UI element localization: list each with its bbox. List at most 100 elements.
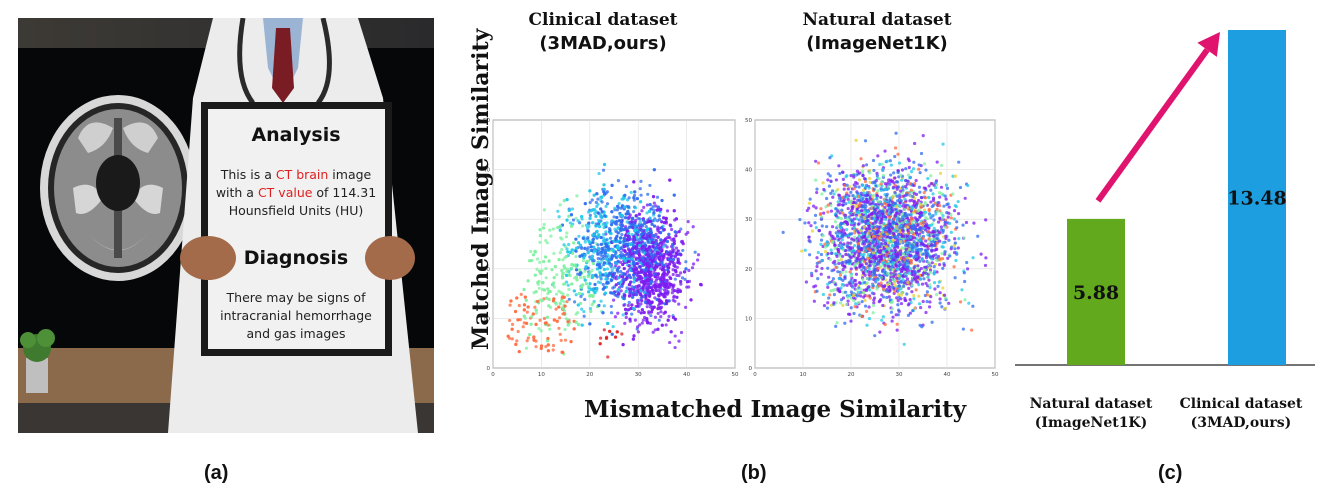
scatter-point — [930, 204, 934, 209]
scatter-point — [923, 196, 928, 200]
scatter-point — [646, 227, 650, 231]
scatter-point — [873, 334, 877, 338]
scatter-point — [663, 291, 667, 295]
scatter-point — [620, 213, 624, 218]
scatter-point — [632, 240, 636, 244]
scatter-point — [932, 265, 936, 269]
scatter-point — [646, 192, 650, 196]
scatter-point — [642, 260, 646, 264]
scatter-point — [963, 196, 967, 200]
scatter-point — [524, 346, 529, 350]
scatter-point — [561, 307, 566, 311]
scatter-point — [588, 200, 592, 205]
scatter-point — [657, 214, 661, 218]
scatter-point — [578, 272, 582, 277]
scatter-point — [664, 301, 669, 306]
scatter-point — [843, 213, 848, 217]
scatter-point — [510, 322, 515, 327]
scatter-clinical-ytick-label: 40 — [483, 168, 490, 174]
scatter-point — [893, 146, 898, 150]
scatter-clinical-ytick-label: 10 — [483, 316, 490, 322]
scatter-point — [609, 291, 614, 295]
scatter-point — [849, 173, 853, 178]
scatter-natural-ytick-label: 30 — [745, 217, 752, 223]
scatter-point — [660, 275, 664, 279]
scatter-point — [534, 311, 539, 315]
scatter-point — [852, 244, 857, 248]
scatter-point — [638, 243, 642, 248]
scatter-point — [637, 253, 642, 257]
scatter-point — [650, 238, 654, 242]
scatter-point — [652, 211, 656, 215]
scatter-point — [824, 205, 828, 209]
scatter-point — [875, 287, 879, 291]
scatter-point — [588, 189, 592, 193]
scatter-point — [616, 311, 620, 315]
scatter-point — [814, 226, 818, 230]
scatter-natural-xtick-label: 40 — [944, 372, 951, 378]
scatter-point — [600, 195, 604, 199]
scatter-point — [905, 234, 909, 238]
scatter-point — [619, 219, 623, 223]
scatter-point — [920, 227, 924, 231]
scatter-point — [894, 225, 898, 229]
scatter-point — [838, 211, 842, 215]
scatter-point — [857, 222, 861, 226]
right-hand — [365, 236, 415, 280]
scatter-point — [616, 294, 620, 299]
scatter-point — [677, 302, 681, 306]
scatter-point — [606, 321, 610, 326]
scatter-point — [634, 206, 638, 210]
scatter-point — [834, 214, 838, 218]
scatter-point — [852, 226, 856, 230]
scatter-point — [542, 208, 547, 212]
scatter-point — [616, 226, 620, 230]
scatter-point — [608, 329, 612, 333]
scatter-point — [640, 308, 644, 312]
scatter-point — [609, 257, 614, 261]
scatter-point — [649, 286, 654, 290]
scatter-point — [807, 221, 811, 225]
scatter-point — [617, 281, 621, 285]
scatter-point — [827, 296, 831, 300]
scatter-point — [879, 195, 883, 199]
scatter-point — [942, 263, 946, 268]
scatter-point — [865, 197, 869, 202]
scatter-point — [594, 224, 598, 228]
scatter-point — [626, 252, 630, 256]
scatter-point — [631, 273, 636, 277]
scatter-point — [934, 212, 938, 216]
scatter-point — [583, 240, 587, 244]
scatter-point — [888, 198, 892, 202]
scatter-point — [595, 286, 599, 291]
scatter-point — [601, 222, 605, 226]
scatter-point — [819, 272, 823, 276]
scatter-point — [626, 308, 630, 312]
scatter-point — [885, 159, 889, 163]
scatter-point — [865, 309, 869, 314]
scatter-point — [566, 250, 570, 254]
scatter-natural-title-line1: Natural dataset — [802, 10, 952, 30]
scatter-point — [689, 298, 693, 302]
scatter-point — [597, 263, 602, 267]
scatter-point — [675, 289, 680, 293]
scatter-point — [861, 196, 865, 201]
scatter-point — [833, 220, 838, 224]
scatter-point — [536, 280, 540, 285]
scatter-point — [843, 183, 847, 188]
scatter-point — [906, 229, 910, 233]
scatter-point — [877, 300, 881, 304]
scatter-natural-ytick-label: 40 — [745, 168, 752, 174]
scatter-clinical-xtick-label: 30 — [635, 372, 642, 378]
scatter-point — [590, 257, 594, 261]
scatter-point — [952, 217, 956, 221]
scatter-point — [517, 350, 521, 354]
scatter-point — [906, 173, 911, 177]
scatter-point — [616, 276, 621, 280]
scatter-point — [562, 199, 566, 203]
scatter-point — [641, 218, 646, 222]
scatter-point — [927, 305, 932, 309]
scatter-point — [586, 246, 590, 250]
scatter-point — [924, 222, 928, 226]
scatter-point — [951, 192, 955, 196]
